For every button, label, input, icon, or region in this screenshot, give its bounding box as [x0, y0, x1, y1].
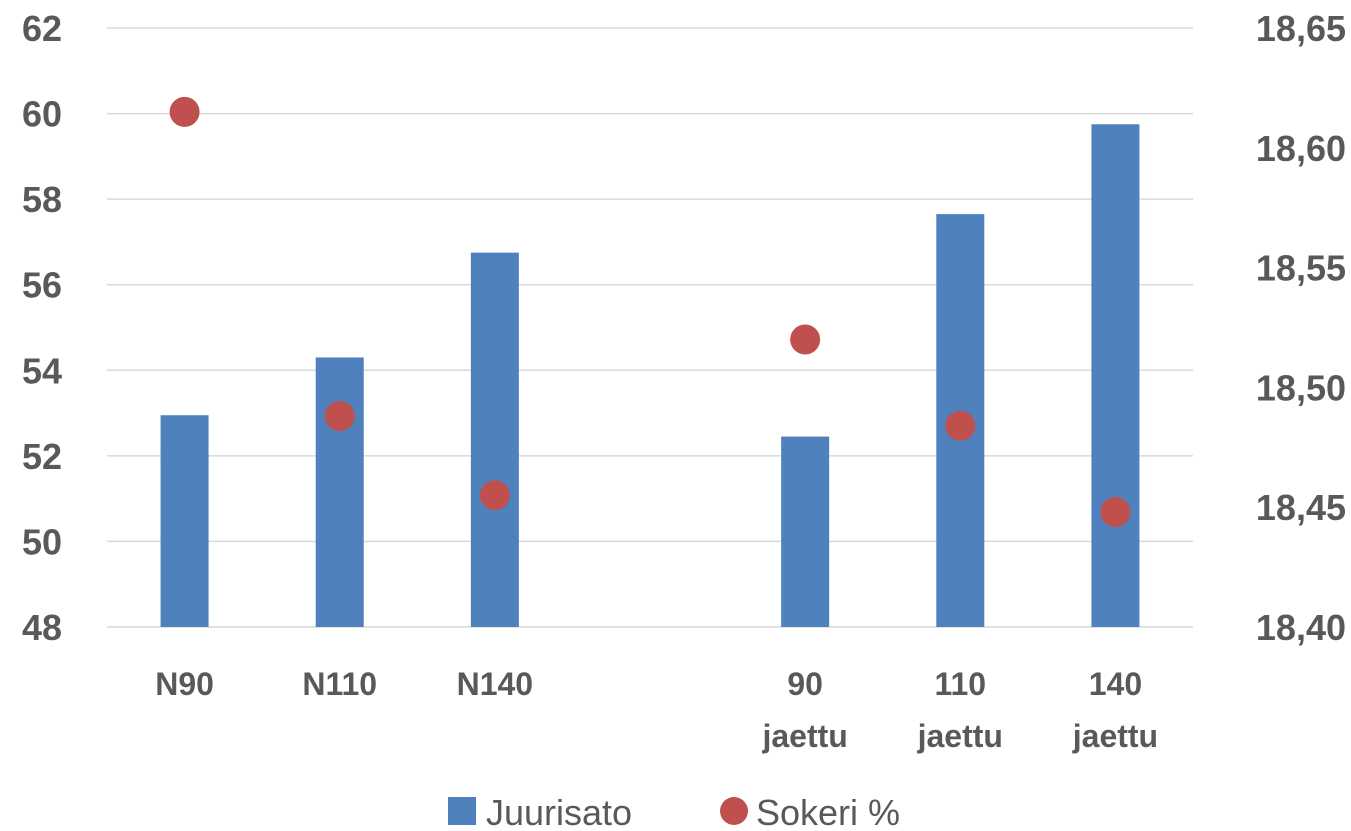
category-label: 110 [934, 666, 986, 702]
category-label: 140 [1089, 666, 1142, 702]
right-axis-ticks: 18,40 18,45 18,50 18,55 18,60 18,65 [1256, 8, 1346, 648]
point-sokeri [945, 410, 976, 441]
legend-swatch-sokeri [720, 797, 748, 825]
right-tick-label: 18,65 [1256, 8, 1346, 49]
legend-label-sokeri: Sokeri % [756, 792, 900, 831]
bar-juurisato [160, 415, 209, 627]
category-label: N110 [302, 666, 377, 702]
point-sokeri [169, 96, 200, 127]
bar-juurisato [781, 436, 830, 627]
right-tick-label: 18,45 [1256, 487, 1346, 528]
left-tick-label: 58 [22, 179, 62, 220]
right-tick-label: 18,40 [1256, 607, 1346, 648]
point-sokeri [790, 324, 821, 355]
left-tick-label: 54 [22, 350, 62, 391]
category-label: jaettu [917, 718, 1003, 754]
left-tick-label: 60 [22, 94, 62, 135]
bar-juurisato [470, 252, 519, 627]
right-tick-label: 18,55 [1256, 248, 1346, 289]
point-sokeri [479, 480, 510, 511]
scatter-series-sokeri [169, 96, 1131, 527]
left-tick-label: 52 [22, 436, 62, 477]
category-label: N140 [457, 666, 534, 702]
point-sokeri [324, 401, 355, 432]
gridlines [107, 27, 1193, 628]
point-sokeri [1100, 496, 1131, 527]
left-tick-label: 62 [22, 8, 62, 49]
category-label: jaettu [761, 718, 847, 754]
left-axis-ticks: 48 50 52 54 56 58 60 62 [22, 8, 62, 648]
category-label: jaettu [1072, 718, 1158, 754]
bar-juurisato [1091, 124, 1140, 628]
bar-juurisato [315, 357, 364, 627]
category-axis-labels: N90 N110 N140 90 jaettu 110 jaettu 140 jaettu [155, 666, 1158, 754]
category-label: 90 [787, 666, 823, 702]
left-tick-label: 56 [22, 265, 62, 306]
bar-series-juurisato [160, 124, 1140, 628]
left-tick-label: 50 [22, 521, 62, 562]
right-tick-label: 18,60 [1256, 128, 1346, 169]
right-tick-label: 18,50 [1256, 367, 1346, 408]
legend-label-juurisato: Juurisato [486, 792, 632, 831]
legend-swatch-juurisato [448, 797, 476, 825]
category-label: N90 [155, 666, 214, 702]
left-tick-label: 48 [22, 607, 62, 648]
legend: Juurisato Sokeri % [448, 792, 900, 831]
